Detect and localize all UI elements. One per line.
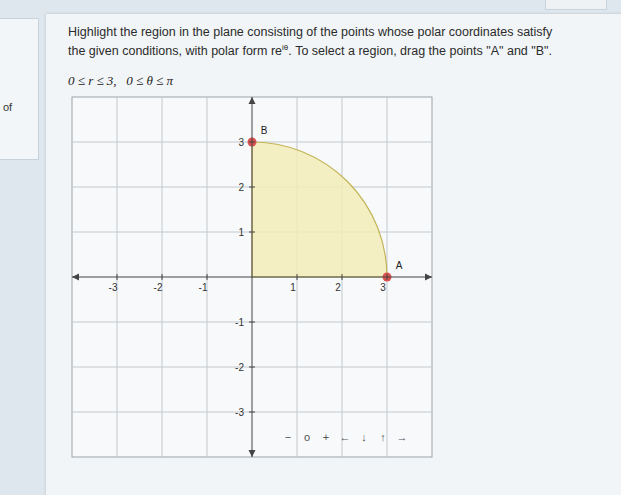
grid-line (342, 97, 343, 457)
tick-label: -2 (235, 362, 244, 373)
tick-label: 3 (238, 137, 244, 148)
toolbar-button[interactable]: → (397, 431, 408, 443)
tick-label: 1 (290, 282, 296, 293)
point-label: A (396, 260, 403, 271)
tick (117, 274, 118, 280)
tick (387, 274, 388, 280)
plot: -3-2-1123-3-2-1123AB−o+←↓↑→ (0, 0, 621, 495)
tick (249, 322, 255, 323)
tick (249, 187, 255, 188)
grid-line (72, 142, 432, 143)
tick (342, 274, 343, 280)
toolbar-button[interactable]: o (304, 431, 310, 443)
toolbar-button[interactable]: ↑ (380, 431, 386, 443)
grid-line (207, 97, 208, 457)
tick (297, 274, 298, 280)
instruction: the given conditions, with polar form re… (68, 43, 552, 58)
tick-label: -2 (154, 282, 163, 293)
plot-frame (72, 97, 432, 457)
tick-label: 3 (380, 282, 386, 293)
axis-arrow (249, 97, 256, 104)
tick-label: 2 (238, 182, 244, 193)
tick (207, 274, 208, 280)
marks (248, 138, 392, 282)
condition: 0 ≤ r ≤ 3, 0 ≤ θ ≤ π (68, 73, 173, 89)
tick (249, 142, 255, 143)
toolbar-button[interactable]: ↓ (361, 431, 367, 443)
tick-label: -1 (199, 282, 208, 293)
toolbar-button[interactable]: ← (340, 431, 351, 443)
y-axis (252, 97, 253, 457)
top-box (545, 0, 607, 10)
grid-line (117, 97, 118, 457)
tick-label: 2 (335, 282, 341, 293)
tick (249, 232, 255, 233)
axis-arrow (72, 274, 79, 281)
axis-arrow (425, 274, 432, 281)
grid-line (72, 322, 432, 323)
tick-label: -3 (235, 407, 244, 418)
instruction-part: the given conditions, with polar form re (68, 44, 282, 58)
tick (249, 412, 255, 413)
tick-label: -1 (235, 317, 244, 328)
tick-label: -3 (109, 282, 118, 293)
tick (249, 367, 255, 368)
axis-arrow (249, 450, 256, 457)
side-panel: of (0, 18, 39, 160)
instruction-part: . To select a region, drag the points "A… (288, 44, 552, 58)
side-label: of (3, 101, 12, 113)
tick (162, 274, 163, 280)
grid-line (72, 412, 432, 413)
instruction-part: iθ (282, 43, 288, 52)
grid-line (162, 97, 163, 457)
tick-label: 1 (238, 227, 244, 238)
toolbar-button[interactable]: − (285, 431, 291, 443)
grid-line (72, 187, 432, 188)
point-label: B (261, 125, 268, 136)
toolbar-button[interactable]: + (323, 431, 329, 443)
grid-line (387, 97, 388, 457)
grid-line (72, 367, 432, 368)
instruction: Highlight the region in the plane consis… (68, 25, 552, 39)
region (252, 142, 387, 277)
